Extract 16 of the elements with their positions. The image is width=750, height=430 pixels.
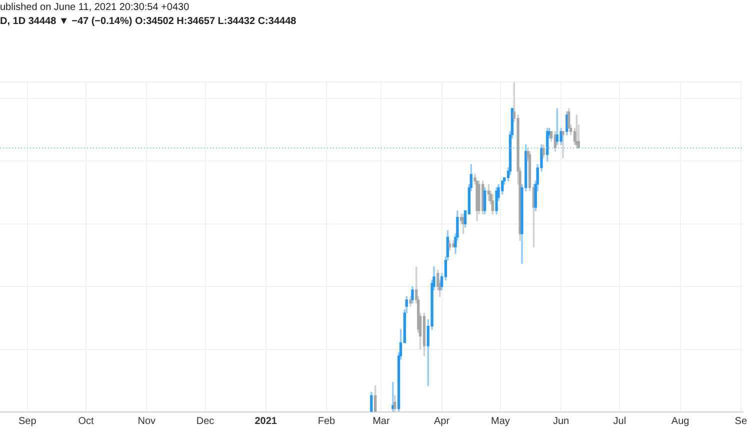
- x-tick-label: May: [490, 416, 510, 427]
- candlestick: [562, 131, 564, 158]
- x-tick-label: Aug: [671, 416, 690, 427]
- x-tick-label: Dec: [196, 416, 214, 427]
- x-tick-label: Jun: [552, 416, 570, 427]
- x-tick-label: Se: [734, 416, 748, 427]
- x-tick-label: Apr: [434, 416, 450, 427]
- text: ublished on June 11, 2021 20:30:54 +0430: [0, 1, 190, 15]
- x-tick-label: 2021: [254, 416, 278, 427]
- x-tick-label: Oct: [78, 416, 94, 427]
- text: D, 1D 34448 ▼ −47 (−0.14%) O:34502 H:34657 L:34432 C:34448: [0, 15, 296, 29]
- x-tick-label: Feb: [318, 416, 336, 427]
- x-tick-label: Mar: [372, 416, 390, 427]
- x-tick-label: Sep: [18, 416, 37, 427]
- x-tick-label: Nov: [138, 416, 156, 427]
- x-tick-label: Jul: [613, 416, 626, 427]
